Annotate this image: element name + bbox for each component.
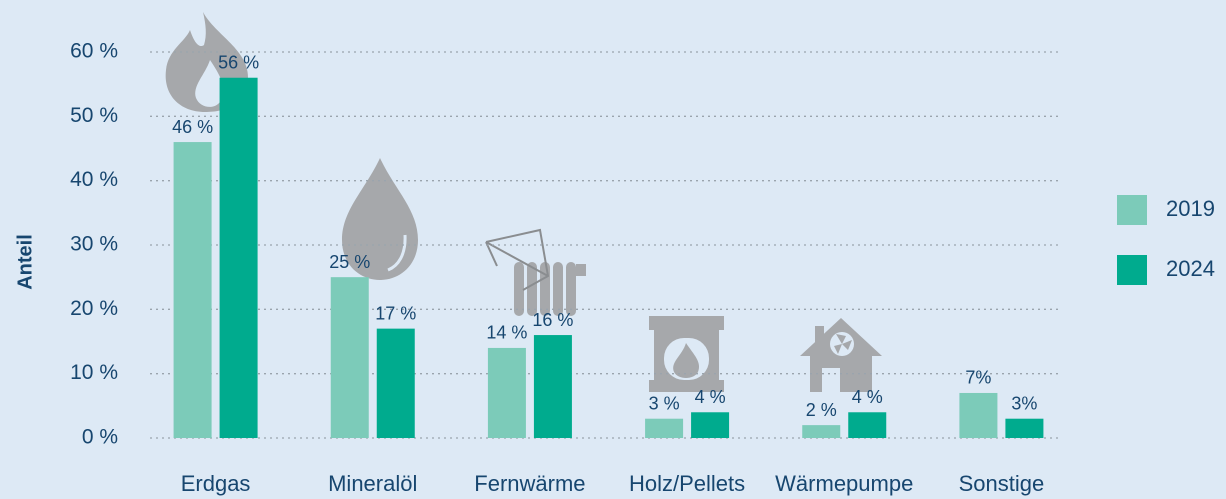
x-tick-label: Fernwärme bbox=[474, 471, 585, 496]
value-label: 17 % bbox=[375, 303, 416, 323]
y-tick-label: 0 % bbox=[82, 426, 118, 449]
x-tick-label: Sonstige bbox=[959, 471, 1045, 496]
value-label: 14 % bbox=[486, 323, 527, 343]
value-label: 16 % bbox=[532, 310, 573, 330]
y-tick-label: 60 % bbox=[70, 40, 118, 63]
value-label: 25 % bbox=[329, 252, 370, 272]
bar bbox=[219, 77, 258, 438]
drop-shine bbox=[387, 234, 407, 272]
fireplace-icon bbox=[649, 316, 724, 392]
x-tick-label: Wärmepumpe bbox=[775, 471, 913, 496]
radiator-pipe bbox=[485, 228, 550, 291]
y-tick-label: 30 % bbox=[70, 233, 118, 256]
house-icon bbox=[800, 318, 882, 392]
bar bbox=[1005, 418, 1044, 438]
value-label: 7% bbox=[965, 368, 991, 388]
value-label: 4 % bbox=[852, 387, 883, 407]
legend-label: 2019 bbox=[1166, 196, 1215, 221]
value-label: 56 % bbox=[218, 52, 259, 72]
bar bbox=[330, 277, 369, 438]
y-tick-label: 10 % bbox=[70, 361, 118, 384]
bar bbox=[487, 347, 526, 438]
radiator-icon bbox=[514, 262, 586, 316]
x-tick-label: Erdgas bbox=[181, 471, 251, 496]
legend-swatch bbox=[1117, 255, 1147, 285]
legend-swatch bbox=[1117, 195, 1147, 225]
bar bbox=[645, 418, 684, 438]
y-tick-label: 50 % bbox=[70, 104, 118, 127]
bar bbox=[691, 412, 730, 438]
legend-label: 2024 bbox=[1166, 256, 1215, 281]
y-axis-label: Anteil bbox=[14, 234, 36, 290]
value-label: 3 % bbox=[649, 393, 680, 413]
value-label: 2 % bbox=[806, 400, 837, 420]
x-tick-label: Holz/Pellets bbox=[629, 471, 745, 496]
value-label: 46 % bbox=[172, 117, 213, 137]
bar bbox=[848, 412, 887, 438]
y-tick-label: 20 % bbox=[70, 297, 118, 320]
bar bbox=[959, 392, 998, 438]
flame-core bbox=[195, 60, 224, 107]
bar bbox=[533, 335, 572, 438]
bar bbox=[173, 142, 212, 439]
value-label: 3% bbox=[1011, 393, 1037, 413]
bar bbox=[376, 328, 415, 438]
bar bbox=[802, 425, 841, 438]
value-label: 4 % bbox=[695, 387, 726, 407]
y-tick-label: 40 % bbox=[70, 168, 118, 191]
x-tick-label: Mineralöl bbox=[328, 471, 417, 496]
drop-icon bbox=[342, 158, 418, 280]
